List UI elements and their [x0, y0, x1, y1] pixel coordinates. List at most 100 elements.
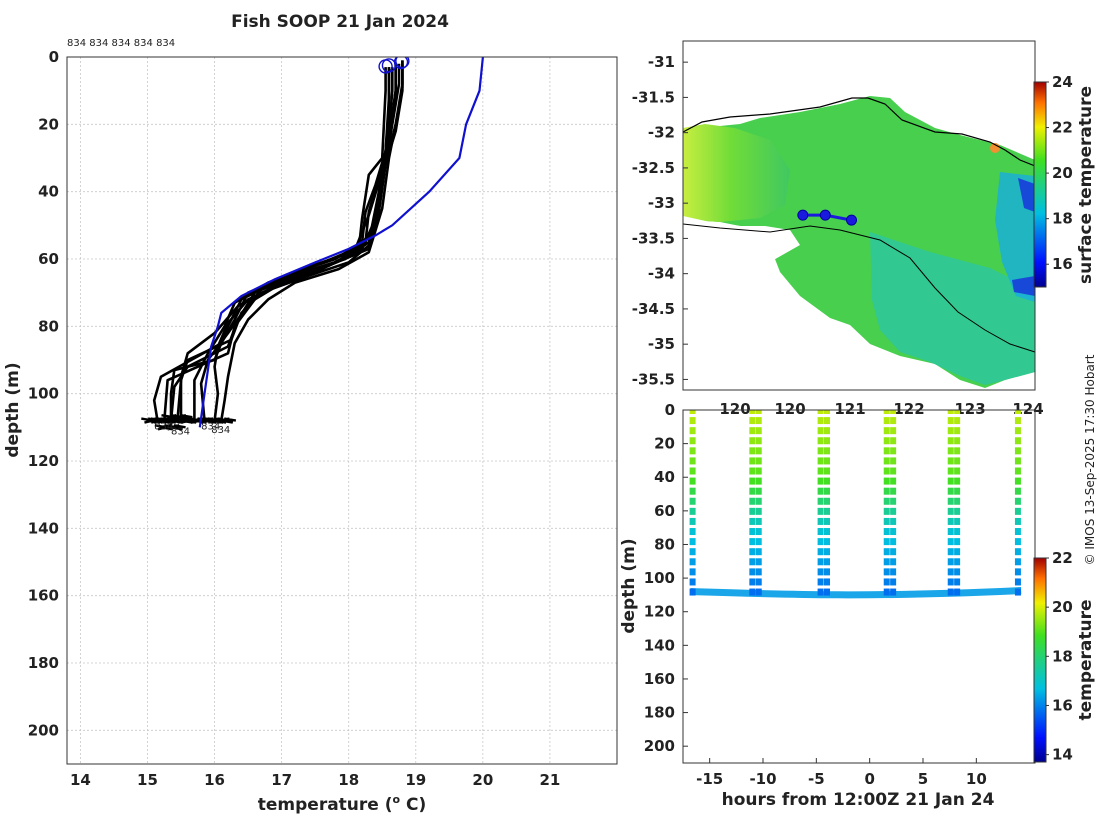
- section-cast-sample: [954, 477, 961, 485]
- section-cast-sample: [749, 497, 756, 505]
- sst-colorbar-label-0: 16: [1052, 255, 1073, 273]
- section-cast-sample: [954, 558, 961, 566]
- map-lat-label-2: -32: [648, 124, 675, 142]
- section-cast-sample: [954, 578, 961, 586]
- section-cast-sample: [890, 447, 897, 455]
- section-cast-sample: [947, 568, 954, 576]
- section-cast-sample: [749, 437, 756, 445]
- section-cast-sample: [890, 507, 897, 515]
- map-lat-label-0: -31: [648, 53, 675, 71]
- section-cast-sample: [755, 517, 762, 525]
- section-cast-sample: [817, 497, 824, 505]
- section-cast-sample: [755, 467, 762, 475]
- section-cast-sample: [824, 487, 830, 495]
- section-cast-sample: [755, 447, 762, 455]
- section-cast-sample: [824, 497, 830, 505]
- section-cast-sample: [954, 528, 961, 536]
- section-cast-sample: [883, 588, 890, 596]
- section-cast-sample: [749, 517, 756, 525]
- section-cast-sample: [890, 457, 897, 465]
- section-cast-sample: [1014, 517, 1021, 525]
- section-cast-sample: [755, 410, 762, 414]
- section-cast-sample: [749, 558, 756, 566]
- section-ytick-label-9: 180: [644, 704, 675, 722]
- section-cast-sample: [954, 517, 961, 525]
- profile-plot: 14 15 16 17 18 19 20 21 0 20 40 60 80 100 120 140 160 18…: [3, 38, 618, 815]
- section-cast-sample: [749, 410, 756, 414]
- section-cast-sample: [883, 528, 890, 536]
- section-cast-sample: [817, 437, 824, 445]
- xlabel-superscript: o: [393, 793, 401, 806]
- map-lon-label-4: 123: [954, 400, 985, 418]
- section-cast-sample: [755, 507, 762, 515]
- profile-ytick-label-10: 200: [28, 721, 59, 739]
- section-xtick-label-0: -15: [696, 770, 723, 788]
- temperature-colorbar-label-2: 18: [1052, 647, 1073, 665]
- section-cast-sample: [883, 548, 890, 556]
- section-cast-sample: [883, 538, 890, 546]
- profile-bottom-label-3: 834: [201, 422, 220, 433]
- section-xtick-label-4: 5: [918, 770, 928, 788]
- map-lon-label-3: 122: [893, 400, 924, 418]
- section-cast-sample: [824, 410, 830, 414]
- xlabel-base: temperature (: [258, 795, 393, 815]
- section-cast-sample: [755, 437, 762, 445]
- section-bottom-band: [690, 587, 1022, 599]
- section-ytick-label-2: 40: [654, 468, 675, 486]
- section-cast-sample: [1014, 427, 1021, 435]
- profile-bottom-label-4: 834: [211, 425, 230, 436]
- map-lat-label-9: -35.5: [632, 370, 675, 388]
- temperature-colorbar-label-3: 20: [1052, 598, 1073, 616]
- depth-time-section: -15 -10 -5 0 5 10 020406080100120140160180200…: [619, 401, 1096, 810]
- section-cast-sample: [954, 457, 961, 465]
- map-lon-label-5: 124: [1012, 400, 1043, 418]
- section-cast-sample: [824, 538, 830, 546]
- section-cast-sample: [689, 558, 696, 566]
- section-cast-sample: [890, 410, 897, 414]
- section-xtick-label-1: -10: [749, 770, 776, 788]
- section-cast-sample: [689, 447, 696, 455]
- temperature-colorbar-label: temperature: [1076, 599, 1096, 720]
- section-cast-5: [824, 410, 830, 596]
- profile-ytick-label-0: 0: [49, 48, 59, 66]
- section-cast-sample: [947, 410, 954, 414]
- profile-start-marker-3: [395, 57, 410, 69]
- section-cast-sample: [890, 568, 897, 576]
- section-cast-sample: [817, 417, 824, 425]
- section-cast-sample: [755, 568, 762, 576]
- section-cast-sample: [755, 477, 762, 485]
- section-cast-sample: [749, 427, 756, 435]
- temperature-colorbar: [1034, 558, 1046, 762]
- section-cast-sample: [817, 548, 824, 556]
- profile-xtick-label-4: 18: [338, 771, 359, 789]
- section-cast-3: [755, 410, 762, 596]
- section-cast-sample: [947, 528, 954, 536]
- section-cast-sample: [890, 427, 897, 435]
- profile-ytick-label-5: 100: [28, 385, 59, 403]
- section-cast-sample: [689, 517, 696, 525]
- section-cast-sample: [890, 517, 897, 525]
- section-cast-sample: [890, 477, 897, 485]
- profile-ytick-label-6: 120: [28, 452, 59, 470]
- section-cast-sample: [890, 437, 897, 445]
- section-cast-sample: [824, 548, 830, 556]
- section-cast-sample: [1014, 497, 1021, 505]
- section-cast-sample: [689, 588, 696, 596]
- figure-title: Fish SOOP 21 Jan 2024: [231, 12, 449, 32]
- section-cast-sample: [883, 457, 890, 465]
- section-ytick-label-4: 80: [654, 535, 675, 553]
- profile-xtick-label-0: 14: [70, 771, 91, 789]
- section-cast-sample: [817, 528, 824, 536]
- section-cast-sample: [883, 427, 890, 435]
- section-cast-sample: [947, 578, 954, 586]
- profile-axes-frame: [66, 56, 618, 765]
- sst-colorbar-label-3: 22: [1052, 119, 1073, 137]
- section-cast-sample: [689, 497, 696, 505]
- section-cast-sample: [824, 578, 830, 586]
- section-xtick-label-5: 10: [966, 770, 987, 788]
- section-cast-sample: [890, 578, 897, 586]
- section-cast-sample: [890, 417, 897, 425]
- section-cast-sample: [824, 528, 830, 536]
- section-cast-sample: [689, 437, 696, 445]
